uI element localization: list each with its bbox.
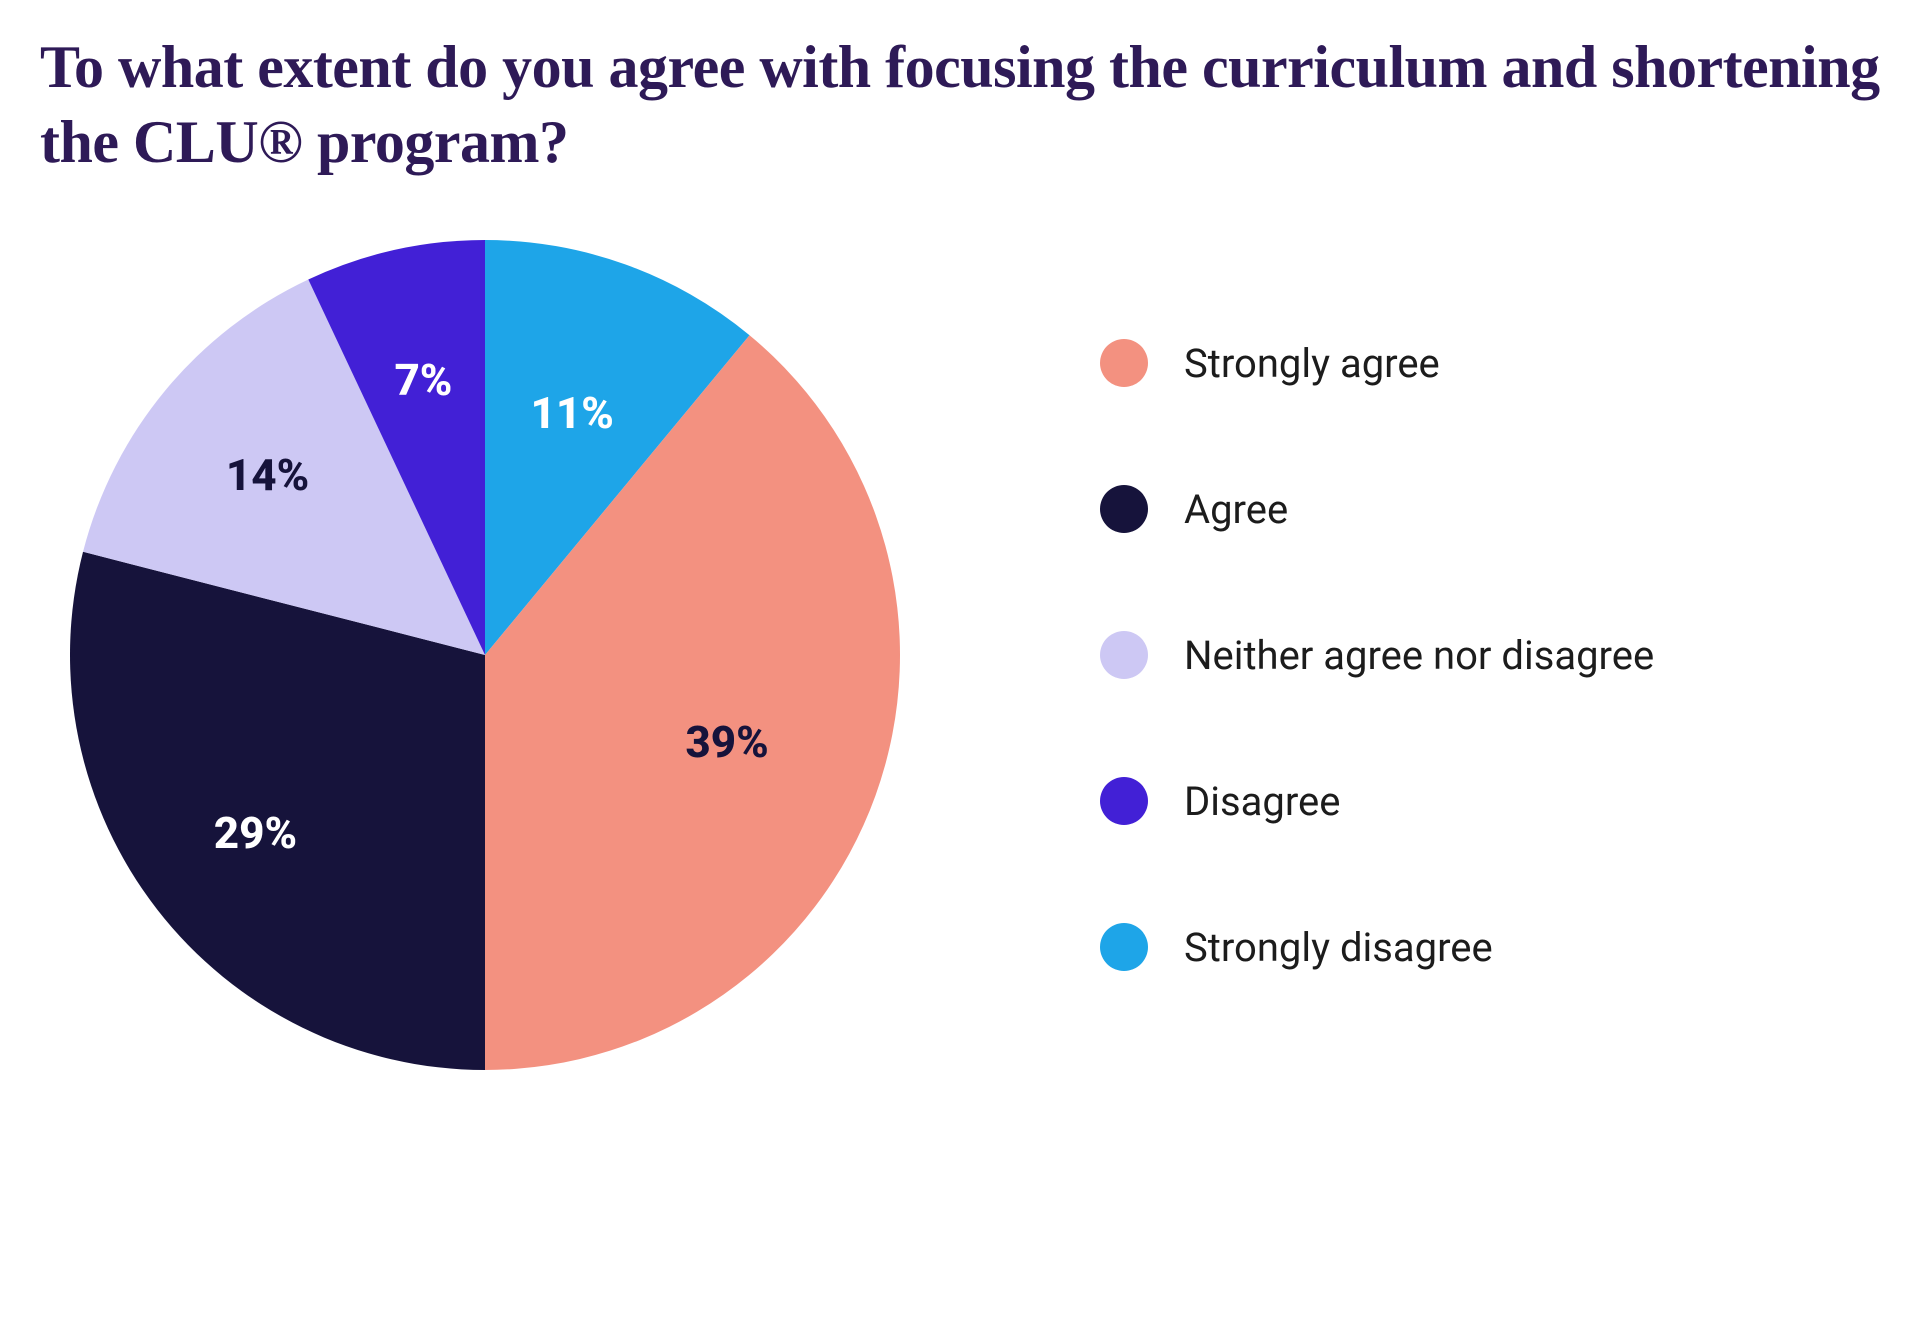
legend-swatch — [1100, 777, 1148, 825]
chart-and-legend-row: 11% 39% 29% 14% 7% Strongly agree Agree Neithe… — [40, 240, 1880, 1070]
legend-label: Strongly agree — [1184, 340, 1440, 387]
legend-label: Strongly disagree — [1184, 924, 1493, 971]
chart-title: To what extent do you agree with focusin… — [40, 30, 1880, 180]
legend-swatch — [1100, 485, 1148, 533]
legend-label: Disagree — [1184, 778, 1340, 825]
legend-item-agree: Agree — [1100, 485, 1654, 533]
legend-swatch — [1100, 631, 1148, 679]
pie-slice-label-disagree: 7% — [394, 354, 452, 406]
pie-chart: 11% 39% 29% 14% 7% — [70, 240, 900, 1070]
pie-slice-label-strongly_agree: 39% — [685, 716, 768, 768]
page: To what extent do you agree with focusin… — [0, 0, 1920, 1323]
legend-item-strongly_disagree: Strongly disagree — [1100, 923, 1654, 971]
legend: Strongly agree Agree Neither agree nor dis… — [1100, 339, 1654, 971]
legend-label: Agree — [1184, 486, 1288, 533]
legend-label: Neither agree nor disagree — [1184, 632, 1654, 679]
legend-swatch — [1100, 339, 1148, 387]
legend-item-strongly_agree: Strongly agree — [1100, 339, 1654, 387]
pie-slice-label-strongly_disagree: 11% — [530, 387, 613, 439]
legend-swatch — [1100, 923, 1148, 971]
legend-item-neither: Neither agree nor disagree — [1100, 631, 1654, 679]
pie-slice-label-agree: 29% — [214, 807, 297, 859]
pie-slice-label-neither: 14% — [226, 449, 309, 501]
legend-item-disagree: Disagree — [1100, 777, 1654, 825]
